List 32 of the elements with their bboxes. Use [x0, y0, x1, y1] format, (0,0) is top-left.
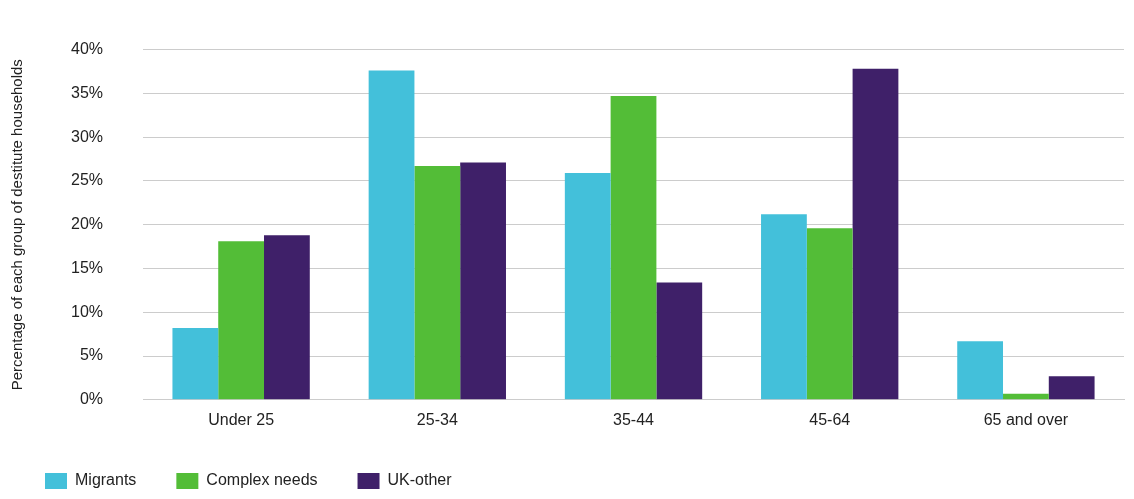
bar	[656, 282, 703, 400]
y-tick-label: 0%	[79, 390, 104, 408]
bar	[610, 96, 657, 400]
bar	[172, 328, 219, 400]
legend-label: UK-other	[387, 471, 453, 489]
y-tick-label: 35%	[70, 83, 104, 101]
bar	[264, 235, 310, 400]
x-tick-label: 65 and over	[983, 410, 1069, 428]
x-tick-label: 45-64	[809, 410, 851, 428]
bar	[460, 162, 506, 400]
y-tick-label: 20%	[70, 215, 104, 233]
y-tick-label: 40%	[70, 40, 104, 58]
y-tick-label: 5%	[79, 346, 104, 364]
bar	[564, 173, 611, 400]
legend-label: Complex needs	[206, 471, 318, 489]
bar	[852, 68, 899, 400]
y-tick-label: 30%	[70, 127, 104, 145]
bar	[761, 214, 807, 400]
legend-label: Migrants	[75, 471, 137, 489]
x-tick-label: 35-44	[613, 410, 655, 428]
bar	[218, 241, 265, 400]
y-tick-label: 25%	[70, 171, 104, 189]
y-axis-title: Percentage of each group of destitute households	[8, 59, 26, 391]
y-tick-label: 10%	[70, 302, 104, 320]
y-tick-label: 15%	[70, 258, 104, 276]
bar	[368, 70, 415, 400]
bar	[806, 228, 853, 400]
bar	[957, 341, 1004, 400]
bar	[1048, 376, 1095, 400]
bar	[414, 166, 461, 400]
x-tick-label: 25-34	[416, 410, 458, 428]
x-tick-label: Under 25	[208, 410, 275, 428]
